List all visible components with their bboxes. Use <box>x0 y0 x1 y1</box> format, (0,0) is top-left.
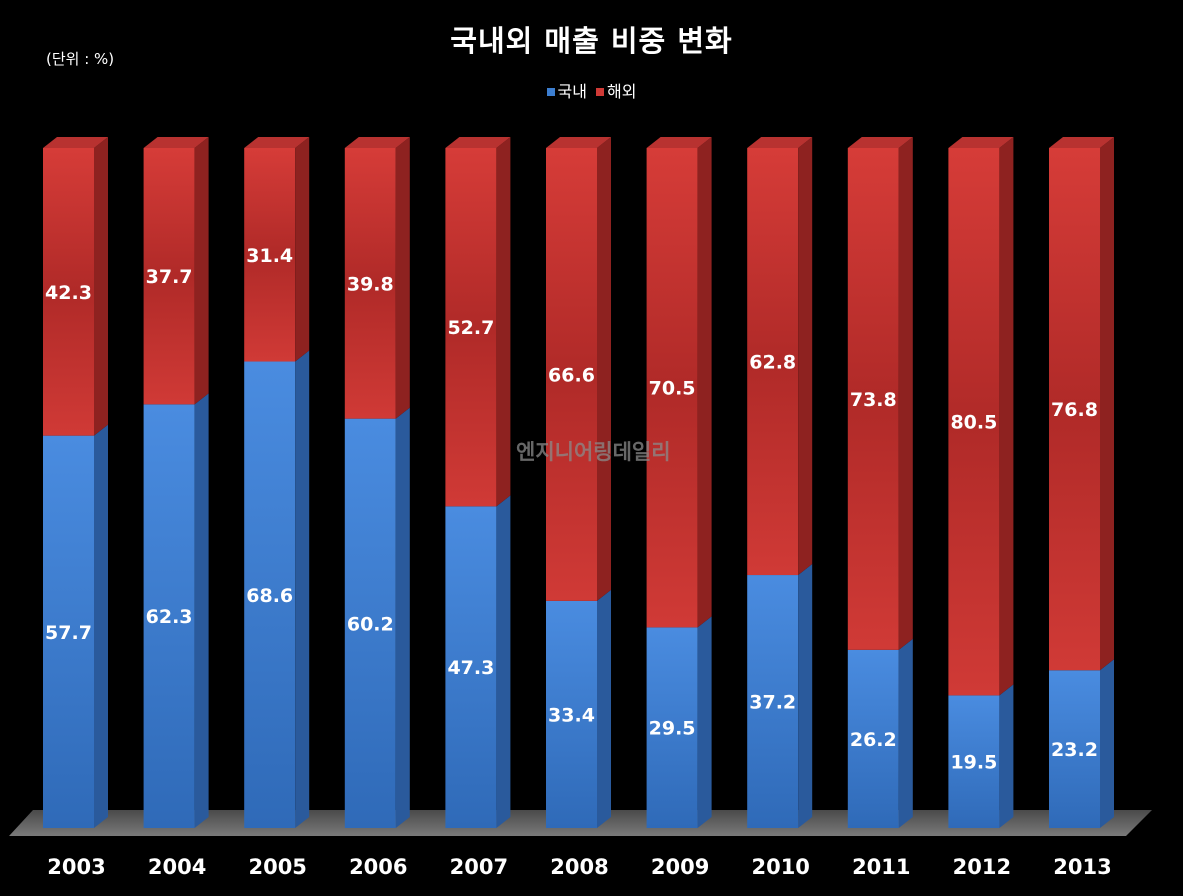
data-label-overseas-2013: 76.8 <box>1051 399 1098 421</box>
bar-overseas-2012 <box>948 148 1000 696</box>
data-label-domestic-2010: 37.2 <box>749 692 796 714</box>
bar-top-2003 <box>43 137 108 148</box>
bar-overseas-side-2012 <box>999 137 1014 696</box>
bar-domestic-2013 <box>1049 670 1100 828</box>
bar-top-2006 <box>344 137 410 148</box>
data-label-overseas-2007: 52.7 <box>447 317 494 339</box>
data-label-overseas-2005: 31.4 <box>246 245 293 267</box>
bar-overseas-2009 <box>646 148 698 628</box>
x-tick-label-2010: 2010 <box>751 855 809 879</box>
bar-top-2007 <box>445 137 511 148</box>
bar-overseas-side-2011 <box>898 137 913 650</box>
x-tick-label-2009: 2009 <box>651 855 709 879</box>
bar-top-2010 <box>747 137 813 148</box>
bar-overseas-2005 <box>244 148 296 362</box>
bar-domestic-2011 <box>847 649 899 828</box>
data-label-overseas-2004: 37.7 <box>146 266 193 288</box>
bar-domestic-side-2008 <box>597 589 611 828</box>
bar-overseas-side-2013 <box>1100 137 1114 671</box>
bar-domestic-2012 <box>948 695 1000 828</box>
bar-top-2005 <box>244 137 310 148</box>
bar-domestic-side-2010 <box>798 564 813 828</box>
bar-domestic-side-2011 <box>898 638 913 828</box>
bar-top-2008 <box>546 137 611 148</box>
bar-overseas-2008 <box>546 148 597 601</box>
bar-overseas-2007 <box>445 148 497 507</box>
data-label-domestic-2008: 33.4 <box>548 704 595 726</box>
legend-item-overseas: 해외 <box>596 78 637 102</box>
data-label-domestic-2011: 26.2 <box>850 729 897 751</box>
bar-domestic-2003 <box>43 435 94 828</box>
legend-item-domestic: 국내 <box>546 78 587 102</box>
bar-domestic-side-2007 <box>496 495 511 828</box>
bar-overseas-side-2010 <box>798 137 813 576</box>
unit-label: (단위 : %) <box>46 50 115 68</box>
bar-overseas-side-2005 <box>295 137 310 362</box>
bar-top-2004 <box>143 137 209 148</box>
bar-domestic-2004 <box>143 404 195 828</box>
chart-title: 국내외 매출 비중 변화 <box>450 24 733 58</box>
data-label-overseas-2006: 39.8 <box>347 273 394 295</box>
x-tick-label-2004: 2004 <box>148 855 206 879</box>
x-tick-label-2011: 2011 <box>852 855 910 879</box>
data-label-domestic-2006: 60.2 <box>347 613 394 635</box>
legend-label-overseas: 해외 <box>607 82 637 101</box>
x-tick-label-2007: 2007 <box>450 855 508 879</box>
bar-overseas-side-2007 <box>496 137 511 507</box>
data-label-overseas-2012: 80.5 <box>950 412 997 434</box>
bar-domestic-side-2009 <box>697 616 712 828</box>
bar-domestic-2006 <box>344 418 396 828</box>
legend-swatch-overseas <box>596 87 605 96</box>
bar-domestic-2007 <box>445 506 497 828</box>
x-tick-label-2008: 2008 <box>550 855 608 879</box>
bar-top-2012 <box>948 137 1014 148</box>
bar-overseas-side-2003 <box>94 137 108 436</box>
data-label-overseas-2009: 70.5 <box>649 378 696 400</box>
bar-overseas-side-2004 <box>194 137 209 405</box>
x-tick-label-2006: 2006 <box>349 855 407 879</box>
bar-overseas-side-2008 <box>597 137 611 601</box>
data-label-overseas-2011: 73.8 <box>850 389 897 411</box>
bar-domestic-side-2006 <box>395 407 410 828</box>
bar-domestic-2009 <box>646 627 698 828</box>
bar-domestic-side-2005 <box>295 350 310 828</box>
x-tick-label-2012: 2012 <box>953 855 1011 879</box>
bar-domestic-side-2004 <box>194 393 209 828</box>
data-label-domestic-2004: 62.3 <box>146 606 193 628</box>
data-label-overseas-2003: 42.3 <box>45 282 92 304</box>
x-tick-label-2003: 2003 <box>47 855 105 879</box>
bar-overseas-2004 <box>143 148 195 405</box>
data-label-domestic-2003: 57.7 <box>45 622 92 644</box>
bar-overseas-2013 <box>1049 148 1100 671</box>
bar-domestic-side-2012 <box>999 684 1014 828</box>
bar-domestic-2008 <box>546 600 597 828</box>
bar-top-2009 <box>646 137 712 148</box>
data-label-domestic-2005: 68.6 <box>246 585 293 607</box>
data-label-overseas-2010: 62.8 <box>749 352 796 374</box>
data-label-domestic-2009: 29.5 <box>649 718 696 740</box>
bar-overseas-side-2006 <box>395 137 410 419</box>
x-tick-label-2005: 2005 <box>248 855 306 879</box>
bar-overseas-2010 <box>747 148 799 576</box>
legend-label-domestic: 국내 <box>557 82 587 101</box>
bar-overseas-2011 <box>847 148 899 650</box>
bar-top-2011 <box>847 137 913 148</box>
data-label-domestic-2013: 23.2 <box>1051 739 1098 761</box>
bar-domestic-side-2013 <box>1100 659 1114 828</box>
data-label-overseas-2008: 66.6 <box>548 364 595 386</box>
x-tick-label-2013: 2013 <box>1053 855 1111 879</box>
legend-swatch-domestic <box>546 87 555 96</box>
data-label-domestic-2007: 47.3 <box>447 657 494 679</box>
bar-domestic-2010 <box>747 575 799 828</box>
bar-overseas-2006 <box>344 148 396 419</box>
bar-domestic-2005 <box>244 361 296 828</box>
watermark: 엔지니어링데일리 <box>516 440 671 464</box>
bar-overseas-side-2009 <box>697 137 712 628</box>
data-label-domestic-2012: 19.5 <box>950 752 997 774</box>
bar-overseas-2003 <box>43 148 94 436</box>
legend: 국내 해외 <box>0 78 1183 102</box>
bar-top-2013 <box>1049 137 1114 148</box>
bar-domestic-side-2003 <box>94 424 108 828</box>
